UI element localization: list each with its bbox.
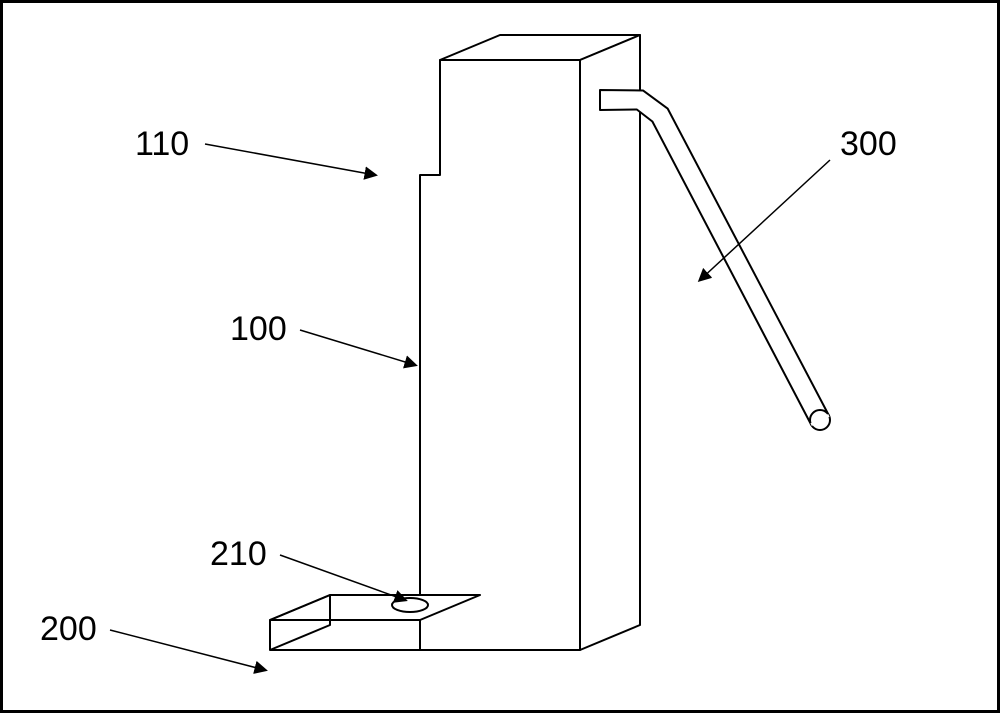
callout-label-200: 200 <box>40 610 97 648</box>
part-geometry <box>2 2 999 712</box>
callout-label-110: 110 <box>135 125 189 163</box>
callout-label-210: 210 <box>210 535 267 573</box>
callout-label-100: 100 <box>230 310 287 348</box>
technical-figure: 110 300 100 210 200 <box>0 0 1000 713</box>
callout-label-300: 300 <box>840 125 897 163</box>
